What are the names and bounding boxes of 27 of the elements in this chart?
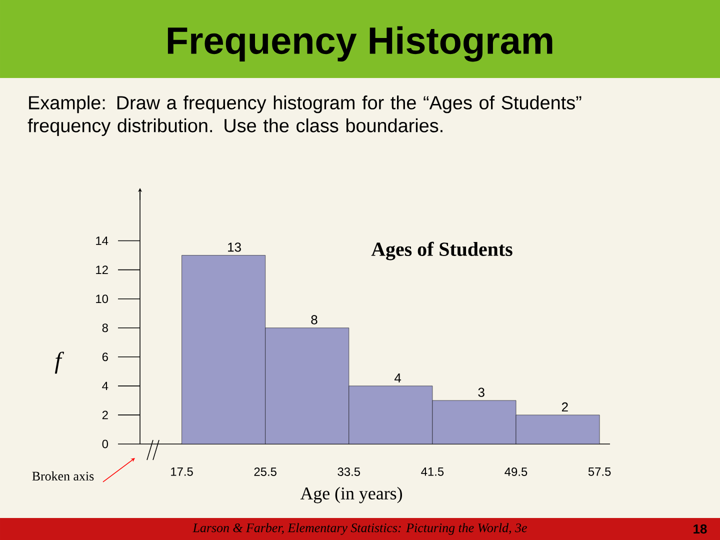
text: Broken axis	[32, 471, 94, 481]
x-tick-label: 17.5	[171, 468, 193, 476]
y-tick-label: 10	[96, 294, 108, 304]
y-tick-label: 4	[102, 382, 108, 390]
data-label: 4	[394, 374, 402, 382]
x-tick-label: 57.5	[588, 468, 611, 476]
y-axis-title: f	[54, 352, 64, 374]
y-tick-label: 2	[102, 410, 108, 420]
data-label: 13	[228, 242, 241, 252]
chart-title: Frequency Histogram	[168, 26, 552, 62]
text: Larson & Farber, Elementary Statistics: Picturing the World, 3e	[192, 523, 527, 535]
data-label: 2	[562, 402, 568, 412]
text: 18	[694, 524, 707, 534]
x-tick-label: 49.5	[504, 468, 528, 476]
y-tick-label: 8	[102, 324, 108, 332]
y-tick-label: 14	[96, 236, 108, 245]
data-label: 3	[478, 388, 484, 397]
y-tick-label: 6	[102, 352, 108, 362]
x-tick-label: 25.5	[254, 468, 276, 476]
y-tick-label: 0	[102, 440, 108, 448]
annotation: Ages of Students	[371, 242, 512, 260]
chart-subtitle: Example: Draw a frequency histogram for the “Ages of Students” frequency distribution. Use the class boundaries.	[28, 96, 582, 136]
y-tick-label: 12	[96, 266, 108, 274]
x-axis-title: Age (in years)	[300, 486, 402, 504]
x-tick-label: 41.5	[421, 468, 444, 476]
x-tick-label: 33.5	[338, 468, 360, 476]
data-label: 8	[311, 315, 318, 324]
